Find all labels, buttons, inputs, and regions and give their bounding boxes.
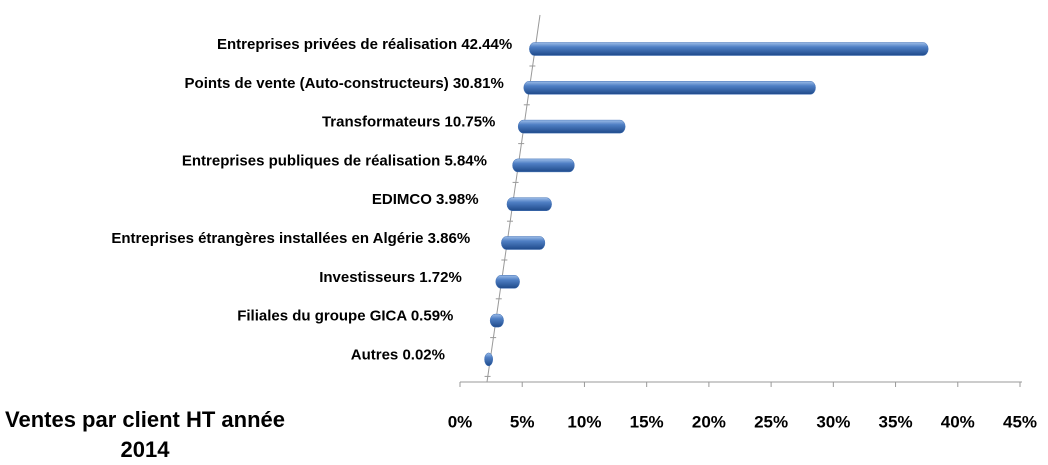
- category-label: Points de vente (Auto-constructeurs) 30.…: [185, 75, 504, 92]
- category-name: EDIMCO: [372, 191, 432, 208]
- category-name: Points de vente (Auto-constructeurs): [185, 75, 449, 92]
- category-name: Transformateurs: [322, 114, 440, 131]
- category-name: Entreprises étrangères installées en Alg…: [111, 230, 423, 247]
- category-name: Filiales du groupe GICA: [237, 308, 407, 325]
- value-label: 42.44%: [461, 36, 512, 53]
- bar: [512, 158, 575, 173]
- category-label: Filiales du groupe GICA 0.59%: [237, 308, 453, 325]
- x-tick-label: 5%: [510, 412, 535, 431]
- bar: [489, 313, 504, 328]
- value-label: 3.98%: [436, 191, 479, 208]
- x-tick-label: 25%: [754, 412, 788, 431]
- x-tick-label: 15%: [630, 412, 664, 431]
- x-tick-label: 30%: [816, 412, 850, 431]
- category-label: Investisseurs 1.72%: [319, 269, 462, 286]
- category-name: Entreprises publiques de réalisation: [182, 152, 440, 169]
- value-label: 0.02%: [402, 346, 445, 363]
- x-tick-label: 0%: [448, 412, 473, 431]
- bar: [495, 275, 520, 289]
- x-tick-label: 20%: [692, 412, 726, 431]
- category-name: Autres: [351, 346, 399, 363]
- category-name: Investisseurs: [319, 269, 415, 286]
- bar: [517, 119, 626, 134]
- category-label: EDIMCO 3.98%: [372, 191, 479, 208]
- value-label: 10.75%: [445, 114, 496, 131]
- category-name: Entreprises privées de réalisation: [217, 36, 457, 53]
- x-tick-label: 45%: [1003, 412, 1037, 431]
- category-label: Entreprises privées de réalisation 42.44…: [217, 36, 512, 53]
- category-label: Transformateurs 10.75%: [322, 114, 495, 131]
- value-label: 0.59%: [411, 308, 454, 325]
- bar: [506, 197, 552, 211]
- bar: [529, 42, 929, 56]
- category-label: Autres 0.02%: [351, 346, 445, 363]
- x-tick-label: 40%: [941, 412, 975, 431]
- chart-title: Ventes par client HT année 2014: [5, 407, 285, 462]
- bar: [501, 236, 546, 250]
- value-label: 1.72%: [419, 269, 462, 286]
- category-label: Entreprises publiques de réalisation 5.8…: [182, 152, 487, 169]
- category-label: Entreprises étrangères installées en Alg…: [111, 230, 470, 247]
- value-label: 3.86%: [428, 230, 471, 247]
- bar: [484, 352, 493, 367]
- value-label: 5.84%: [444, 152, 487, 169]
- x-tick-label: 35%: [879, 412, 913, 431]
- bar: [523, 81, 816, 95]
- x-tick-label: 10%: [567, 412, 601, 431]
- value-label: 30.81%: [453, 75, 504, 92]
